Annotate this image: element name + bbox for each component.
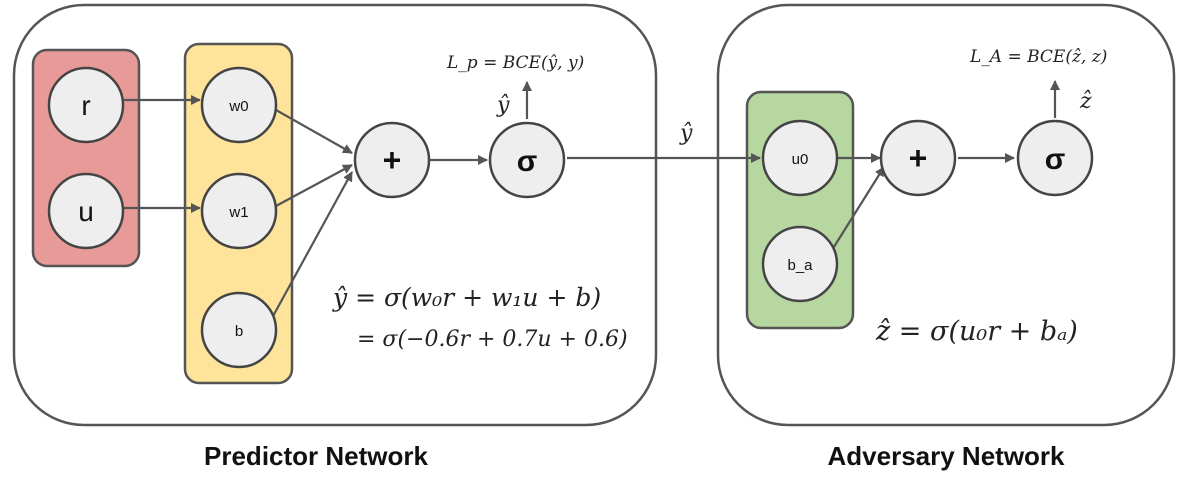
predictor-caption: Predictor Network	[204, 441, 428, 471]
node-b-a: b_a	[761, 225, 839, 303]
predictor-frame	[12, 3, 658, 427]
svg-text:+: +	[383, 142, 402, 178]
adversary-loss: L_A = BCE(ẑ, z)	[969, 47, 1107, 67]
svg-text:w0: w0	[228, 98, 248, 115]
svg-text:σ: σ	[517, 145, 538, 178]
predictor-loss: L_p = BCE(ŷ, y)	[446, 53, 584, 73]
edge-w1-sum	[275, 164, 353, 207]
svg-text:b_a: b_a	[787, 257, 813, 274]
svg-text:+: +	[909, 140, 928, 176]
link-label: ŷ	[679, 121, 693, 146]
svg-text:w1: w1	[228, 204, 248, 221]
predictor-equation-line2: = σ(−0.6r + 0.7u + 0.6)	[357, 327, 628, 352]
node-w0: w0	[200, 66, 278, 144]
svg-text:u: u	[78, 196, 94, 227]
adversary-frame	[716, 3, 1176, 427]
edge-b-sum	[271, 171, 353, 319]
edge-w0-sum	[275, 109, 353, 154]
node-u0: u0	[761, 119, 839, 197]
node-adversary-sigma: σ	[1016, 119, 1094, 197]
node-r: r	[47, 66, 125, 144]
edges	[124, 80, 1060, 319]
predictor-equation-line1: ŷ = σ(w₀r + w₁u + b)	[332, 283, 601, 312]
node-predictor-sigma: σ	[488, 121, 566, 199]
svg-text:r: r	[81, 90, 90, 121]
node-predictor-sum: +	[353, 121, 431, 199]
adversary-equation: ẑ = σ(u₀r + bₐ)	[875, 316, 1078, 347]
node-u: u	[47, 172, 125, 250]
adversary-caption: Adversary Network	[828, 441, 1066, 471]
svg-text:σ: σ	[1045, 143, 1066, 176]
node-adversary-sum: +	[879, 119, 957, 197]
node-w1: w1	[200, 172, 278, 250]
svg-text:b: b	[235, 323, 243, 340]
adversary-output-label: ẑ	[1079, 89, 1092, 114]
svg-text:u0: u0	[792, 151, 809, 168]
predictor-output-label: ŷ	[496, 93, 510, 118]
node-b: b	[200, 291, 278, 369]
edge-ba-sum	[831, 166, 885, 251]
